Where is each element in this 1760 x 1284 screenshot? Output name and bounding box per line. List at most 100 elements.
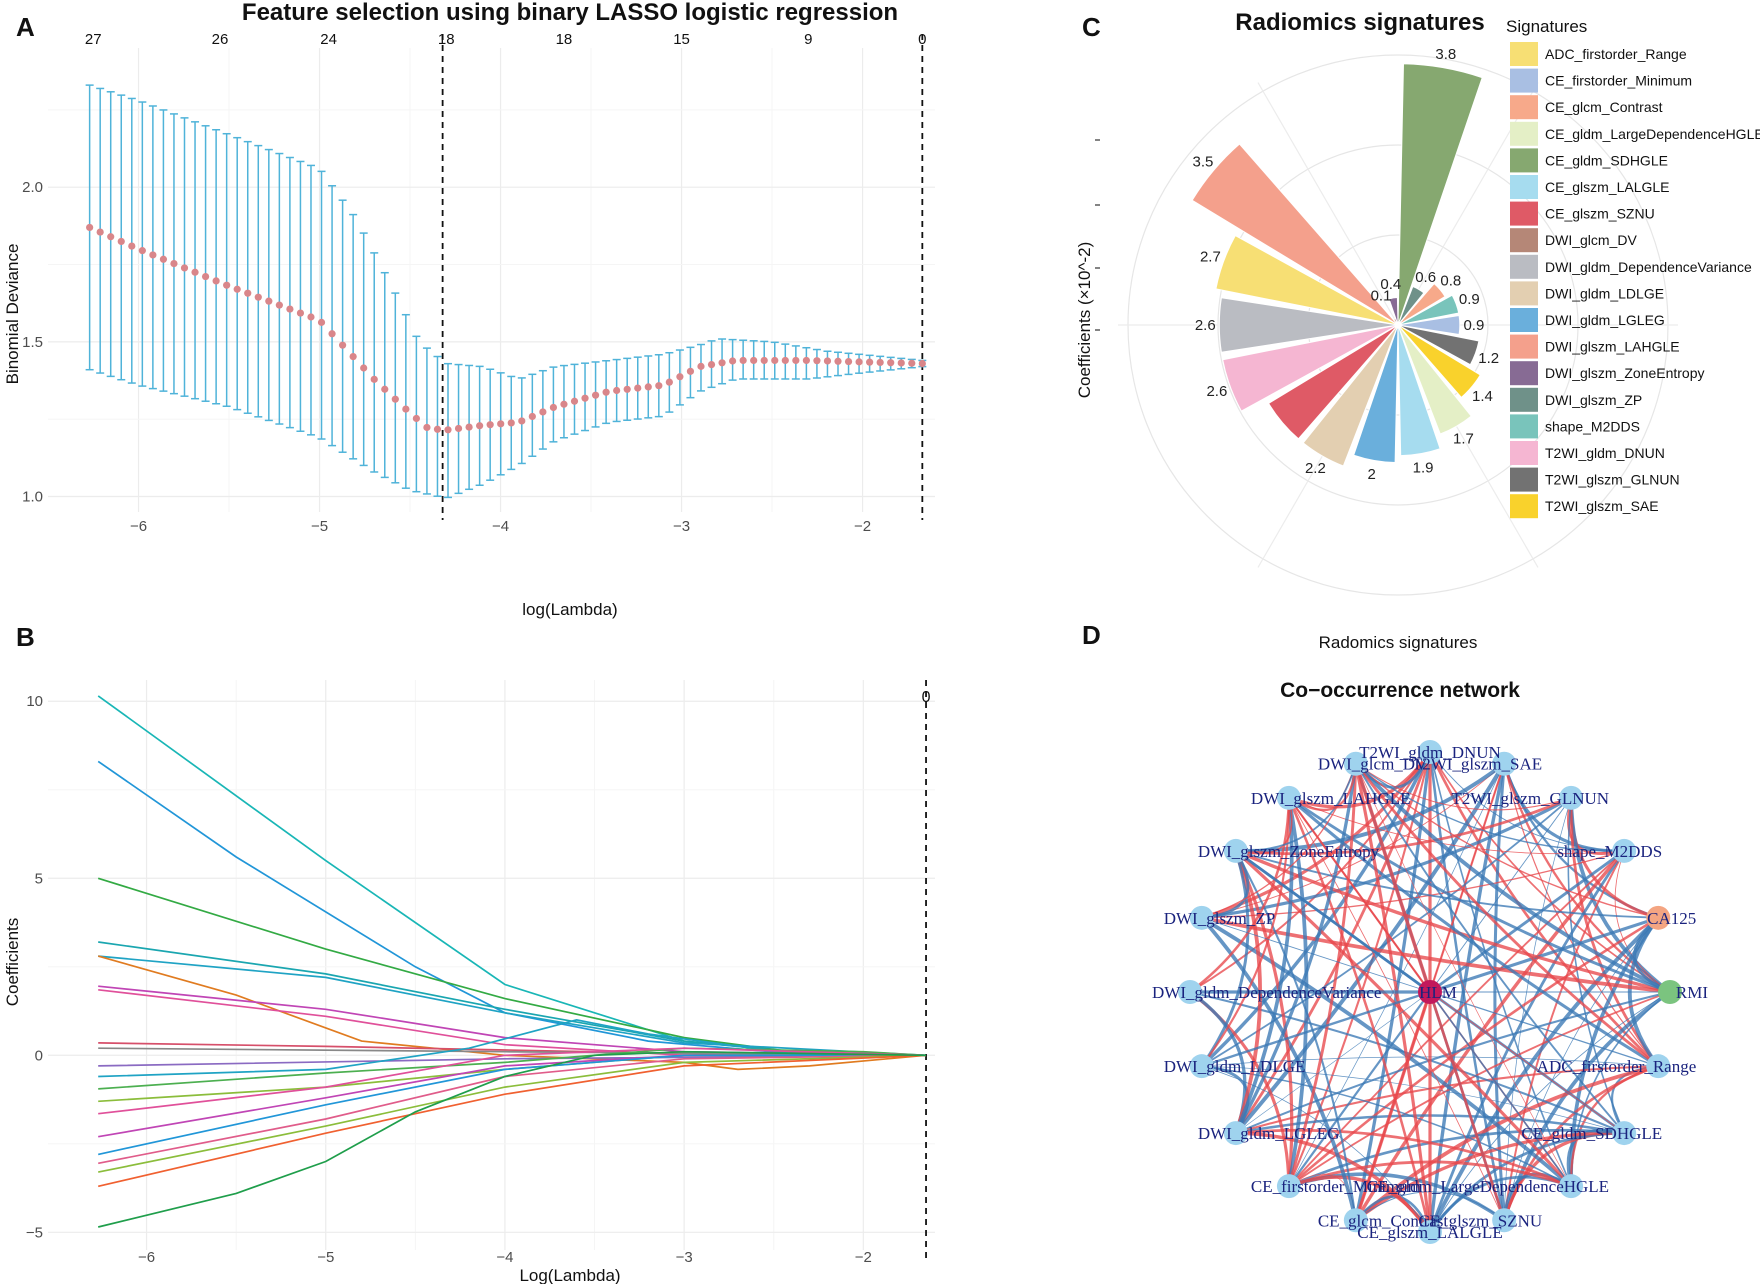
chart-d-title: Co−occurrence network	[1280, 679, 1520, 702]
chart-d-node	[1189, 1054, 1214, 1079]
chart-a-xlabel: log(Lambda)	[522, 600, 617, 619]
chart-a-point	[707, 360, 716, 369]
chart-d-node-label: RMI	[1676, 983, 1708, 1002]
chart-c-legend-swatch	[1510, 148, 1538, 173]
chart-d-node-label: DWI_gldm_DependenceVariance	[1152, 983, 1381, 1002]
panel-letter-a: A	[16, 12, 35, 42]
chart-c-bar	[1215, 234, 1399, 326]
chart-a-point	[908, 359, 916, 367]
chart-a-top-tick: 24	[320, 31, 337, 48]
chart-a-point	[729, 357, 737, 365]
chart-d-node-label: shape_M2DDS	[1557, 842, 1662, 861]
chart-d-edge	[1201, 990, 1431, 1068]
chart-d-edge	[1234, 797, 1294, 1134]
chart-a-point	[813, 357, 821, 365]
chart-b-y-tick: 10	[26, 693, 43, 710]
chart-d-node	[1646, 905, 1671, 930]
chart-c-legend-label: CE_gldm_SDHGLE	[1545, 152, 1668, 168]
chart-d-node	[1559, 785, 1584, 810]
chart-a-point	[138, 247, 146, 255]
chart-a-point	[180, 264, 189, 272]
chart-a-point	[560, 400, 568, 408]
chart-c-xlabel: Radomics signatures	[1319, 633, 1478, 652]
chart-d-edge	[1355, 763, 1625, 852]
chart-b-y-tick: 0	[35, 1047, 43, 1064]
chart-b-x-tick: −4	[496, 1249, 513, 1266]
chart-a-point	[634, 384, 642, 392]
chart-a-point	[191, 268, 199, 276]
chart-a-point	[876, 358, 884, 367]
chart-b-series-line	[98, 955, 927, 1057]
chart-d-edge	[1355, 763, 1572, 811]
chart-a-point	[486, 421, 494, 429]
chart-a-point	[718, 359, 726, 367]
chart-c-legend-label: CE_gldm_LargeDependenceHGLE	[1545, 126, 1760, 142]
co-occurrence-network: Co−occurrence network T2WI_gldm_DNUNT2WI…	[1152, 679, 1708, 1244]
chart-d-node	[1418, 740, 1442, 764]
chart-d-node-label: DWI_gldm_LGLEG	[1198, 1124, 1340, 1143]
chart-c-data-label: 0.1	[1371, 288, 1392, 305]
chart-d-edge	[1287, 796, 1660, 1068]
chart-d-edge	[1287, 763, 1358, 1187]
chart-a-point	[381, 385, 389, 393]
chart-c-data-label: 1.9	[1413, 459, 1434, 476]
chart-c-grid-spoke	[1257, 82, 1399, 326]
chart-d-edge	[1428, 991, 1506, 1221]
chart-c-data-label: 0.9	[1459, 291, 1480, 308]
chart-a-point	[771, 356, 779, 365]
chart-d-node-label: CE_glcm_Contrast	[1318, 1211, 1449, 1230]
chart-a-point	[760, 356, 768, 365]
chart-d-node-label: T2WI_glszm_GLNUN	[1451, 789, 1609, 808]
chart-a-point	[170, 260, 178, 268]
chart-b-series-line	[98, 1047, 927, 1057]
chart-c-bar	[1397, 324, 1441, 457]
chart-c-legend-swatch	[1510, 334, 1538, 359]
chart-d-node-label: DWI_glszm_ZP	[1164, 909, 1275, 928]
chart-d-edge	[1429, 991, 1572, 1187]
chart-c-legend-swatch	[1510, 387, 1538, 412]
chart-c-legend-swatch	[1510, 68, 1538, 93]
chart-c-data-label: 2.2	[1305, 460, 1326, 477]
chart-d-node	[1276, 785, 1301, 810]
chart-b-x-tick: −6	[138, 1249, 155, 1266]
chart-a-point	[855, 358, 863, 366]
chart-a-point	[107, 233, 115, 241]
chart-c-bar	[1388, 296, 1399, 326]
chart-c-labels: 3.80.6 0.80.90.91.21.41.71.922.22.62.62.7…	[1193, 46, 1500, 483]
chart-a-errorbars	[85, 84, 927, 499]
chart-c-legend-label: ADC_firstorder_Range	[1545, 46, 1687, 62]
chart-a-point	[433, 425, 442, 433]
chart-a-point	[275, 301, 283, 309]
chart-a-point	[570, 397, 579, 405]
chart-c-legend-swatch	[1510, 201, 1538, 226]
chart-c-data-label: 3.8	[1435, 46, 1456, 63]
chart-a-point	[602, 388, 610, 396]
radiomics-polar-bar-chart: Radiomics signatures Radomics signatures…	[1075, 9, 1760, 652]
chart-b-series-line	[98, 1054, 926, 1138]
chart-c-bar	[1397, 294, 1460, 326]
chart-a-point	[117, 237, 125, 246]
chart-c-bar	[1397, 314, 1461, 336]
chart-c-data-label: 0.4	[1380, 276, 1401, 293]
chart-d-edge	[1235, 849, 1431, 994]
chart-a-point	[834, 357, 842, 365]
chart-a-point	[676, 373, 684, 381]
chart-c-bar	[1302, 324, 1399, 467]
chart-a-y-tick: 1.0	[22, 489, 43, 506]
chart-b-series-line	[98, 1054, 927, 1188]
chart-a-x-tick: −4	[492, 518, 509, 535]
chart-a-ylabel: Binomial Deviance	[3, 244, 22, 385]
chart-c-bar	[1397, 324, 1480, 366]
chart-d-edge	[1429, 849, 1626, 994]
chart-a-point	[339, 341, 347, 349]
chart-d-node	[1343, 751, 1368, 776]
chart-c-bar	[1397, 324, 1472, 435]
chart-b-series-line	[98, 1054, 927, 1067]
chart-c-data-label: 0.9	[1463, 317, 1484, 334]
chart-d-edge	[1288, 991, 1431, 1187]
chart-a-point	[591, 391, 600, 399]
chart-a-grid	[48, 48, 935, 512]
chart-a-point	[686, 367, 695, 375]
chart-a-top-tick: 9	[804, 31, 812, 48]
chart-c-data-label: 2	[1368, 466, 1376, 483]
